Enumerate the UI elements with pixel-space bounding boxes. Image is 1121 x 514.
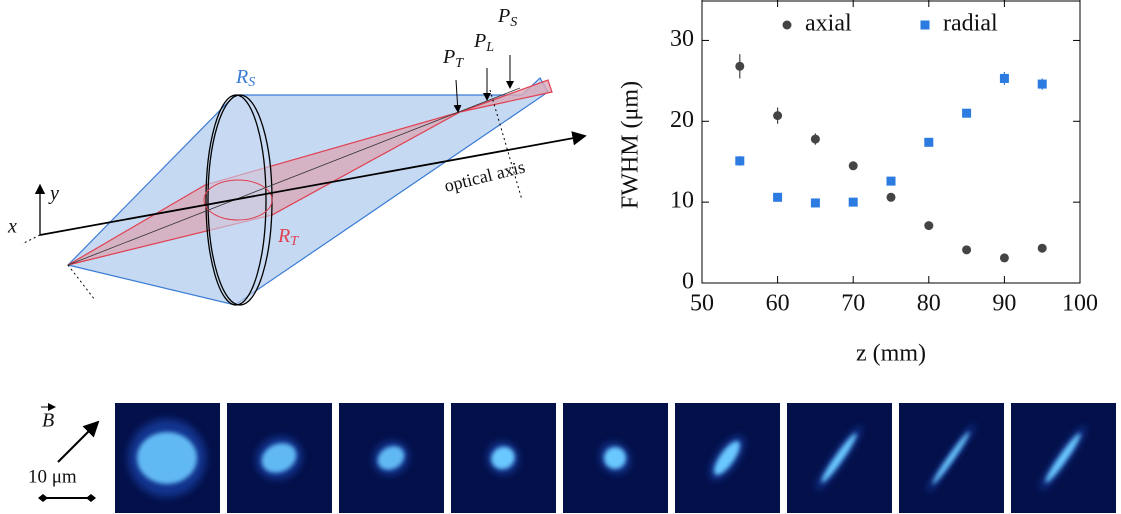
x-tick-label: 50 (690, 291, 714, 317)
x-tick-label: 80 (917, 291, 941, 317)
pt-label: PT (442, 46, 464, 72)
y-label: y (48, 183, 59, 205)
marker (735, 156, 744, 165)
y-tick-label: 20 (670, 107, 694, 133)
y-tick-label: 30 (670, 26, 694, 52)
x-dir (22, 235, 40, 244)
ps-label: PS (497, 5, 517, 31)
legend-label: radial (943, 11, 998, 37)
x-tick-label: 100 (1062, 291, 1098, 317)
plot-frame (702, 1, 1080, 283)
marker (735, 62, 744, 71)
field-arrow (58, 422, 98, 462)
pl-label: PL (473, 30, 494, 56)
marker (811, 198, 820, 207)
marker (773, 111, 782, 120)
marker (887, 177, 896, 186)
legend-marker (921, 21, 930, 30)
x-tick-label: 90 (992, 291, 1016, 317)
marker (849, 198, 858, 207)
cloud-core (137, 432, 197, 484)
marker (1000, 74, 1009, 83)
legend-marker (783, 21, 792, 30)
diagram: RS RT PT PL PS optical axis x y (7, 5, 585, 305)
legend-label: axial (805, 11, 852, 37)
image-strip: B 10 μm (28, 403, 1116, 513)
marker (924, 221, 933, 230)
scale-label: 10 μm (28, 466, 77, 487)
marker (1038, 244, 1047, 253)
axis-label: optical axis (442, 157, 527, 196)
y-tick-label: 10 (670, 188, 694, 214)
marker (887, 193, 896, 202)
rs-label: RS (235, 66, 255, 91)
figure: RS RT PT PL PS optical axis x y 01020305… (0, 0, 1121, 514)
marker (962, 245, 971, 254)
y-axis-label: FWHM (μm) (618, 81, 644, 209)
marker (849, 161, 858, 170)
lens (208, 95, 272, 305)
marker (962, 109, 971, 118)
marker (773, 193, 782, 202)
field-label: B (42, 410, 54, 432)
x-label: x (7, 216, 17, 238)
marker (811, 135, 820, 144)
marker (924, 138, 933, 147)
marker (1038, 80, 1047, 89)
marker (1000, 253, 1009, 262)
x-tick-label: 60 (766, 291, 790, 317)
x-axis-label: z (mm) (856, 341, 926, 367)
x-tick-label: 70 (841, 291, 865, 317)
